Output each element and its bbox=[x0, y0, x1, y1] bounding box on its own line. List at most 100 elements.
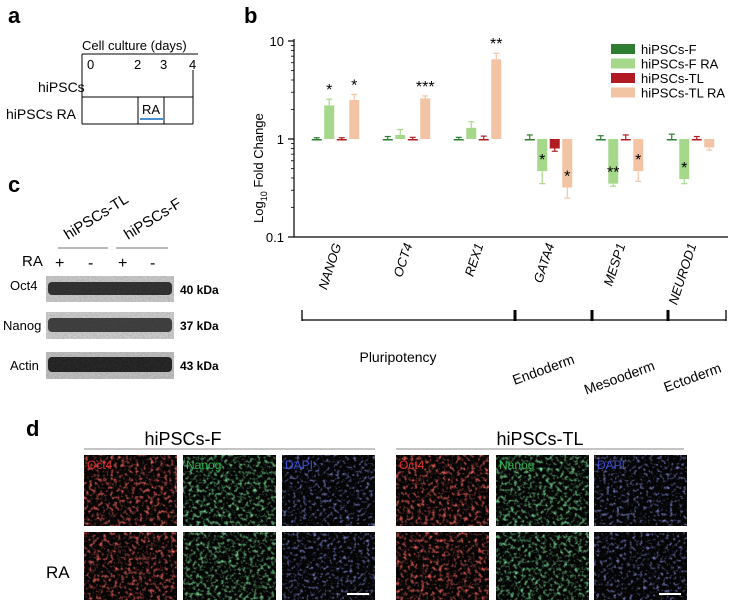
if-image-hipscs-tl-control-nanog-cells bbox=[496, 455, 589, 526]
panel-a-letter: a bbox=[8, 3, 21, 28]
bar-oct4-hipscs-f-ra bbox=[395, 134, 406, 139]
significance-rex1-hipscs-tl-ra: ** bbox=[490, 36, 502, 53]
bar-rex1-hipscs-f bbox=[453, 139, 464, 141]
legend-swatch-hipscs-f-ra bbox=[611, 58, 635, 69]
if-image-grid: Oct4 Nanog DAPI Oct4 Nanog DAPI bbox=[84, 455, 687, 600]
bar-mesp1-hipscs-tl bbox=[620, 139, 631, 141]
blot-texture-oct4 bbox=[46, 276, 174, 302]
if-image-hipscs-tl-ra-oct4-cells bbox=[396, 532, 489, 600]
significance-mesp1-hipscs-f-ra: ** bbox=[607, 165, 619, 182]
y-tick-label-2: 10 bbox=[270, 34, 284, 49]
x-tick-label-oct4: OCT4 bbox=[390, 241, 415, 279]
if-group-f-title: hiPSCs-F bbox=[144, 429, 221, 449]
if-image-hipscs-f-ra-oct4-cells bbox=[84, 532, 177, 600]
bar-mesp1-hipscs-tl-ra bbox=[633, 139, 644, 172]
bar-neurod1-hipscs-f bbox=[666, 139, 677, 141]
day-3-label: 3 bbox=[160, 57, 167, 72]
significance-gata4-hipscs-tl-ra: * bbox=[564, 168, 570, 185]
blot-ra-sign-4: - bbox=[150, 255, 155, 272]
blot-band-actin-kda: 43 kDa bbox=[180, 359, 219, 373]
bar-neurod1-hipscs-tl bbox=[691, 139, 702, 141]
legend-swatch-hipscs-tl bbox=[611, 73, 635, 83]
bar-neurod1-hipscs-f-ra bbox=[679, 139, 690, 180]
legend-swatch-hipscs-tl-ra bbox=[611, 87, 635, 98]
if-channel-label-hipscs-tl-oct4: Oct4 bbox=[399, 458, 425, 472]
bar-nanog-hipscs-f bbox=[311, 139, 322, 141]
bar-gata4-hipscs-tl-ra bbox=[562, 139, 573, 188]
day-4-label: 4 bbox=[189, 57, 196, 72]
legend-label-hipscs-f: hiPSCs-F bbox=[641, 42, 697, 57]
if-image-hipscs-f-control-dapi-cells bbox=[282, 455, 375, 526]
bar-oct4-hipscs-f bbox=[382, 139, 393, 141]
panel-d-letter: d bbox=[26, 416, 39, 441]
blot-header-tl: hiPSCs-TL bbox=[61, 191, 132, 244]
if-image-hipscs-f-ra-dapi-cells bbox=[282, 532, 375, 600]
panel-b: b Log10 Fold Change 0.1 1 10 NANOG OCT4 REX1 G… bbox=[244, 3, 728, 397]
if-image-hipscs-f-ra-nanog-cells bbox=[183, 532, 276, 600]
panel-c-letter: c bbox=[8, 172, 20, 197]
if-channel-label-hipscs-f-nanog: Nanog bbox=[186, 458, 221, 472]
row-hipscs-ra-label: hiPSCs RA bbox=[6, 106, 77, 122]
ra-treatment-label: RA bbox=[142, 102, 160, 117]
significance-gata4-hipscs-f-ra: * bbox=[539, 152, 545, 169]
gene-group-brackets: Pluripotency Endoderm Mesooderm Ectoderm bbox=[301, 310, 727, 397]
if-channel-label-hipscs-tl-nanog: Nanog bbox=[499, 458, 534, 472]
bar-oct4-hipscs-tl-ra bbox=[420, 98, 431, 139]
legend-label-hipscs-f-ra: hiPSCs-F RA bbox=[641, 57, 719, 72]
panel-d: d hiPSCs-F hiPSCs-TL RA Oct4 Nanog DAPI Oct… bbox=[26, 416, 687, 600]
significance-mesp1-hipscs-tl-ra: * bbox=[635, 152, 641, 169]
blot-ra-sign-2: - bbox=[88, 255, 93, 272]
bar-nanog-hipscs-tl-ra bbox=[349, 100, 360, 139]
significance-neurod1-hipscs-f-ra: * bbox=[681, 160, 687, 177]
bar-gata4-hipscs-f bbox=[524, 139, 535, 141]
group-label-pluripotency: Pluripotency bbox=[359, 349, 436, 365]
x-tick-label-neurod1: NEUROD1 bbox=[665, 241, 699, 306]
bar-nanog-hipscs-f-ra bbox=[324, 105, 335, 139]
if-image-hipscs-f-control-oct4-cells bbox=[84, 455, 177, 526]
bar-oct4-hipscs-tl bbox=[407, 139, 418, 141]
if-ra-row-label: RA bbox=[46, 563, 70, 582]
y-tick-label-1: 1 bbox=[277, 132, 284, 147]
bar-rex1-hipscs-tl bbox=[478, 139, 489, 141]
timeline-header: Cell culture (days) bbox=[82, 38, 187, 53]
x-tick-label-rex1: REX1 bbox=[462, 241, 487, 278]
bar-neurod1-hipscs-tl-ra bbox=[704, 139, 715, 148]
group-label-mesooderm: Mesooderm bbox=[582, 357, 657, 397]
if-channel-label-hipscs-f-dapi: DAPI bbox=[285, 458, 313, 472]
if-group-tl-title: hiPSCs-TL bbox=[496, 429, 583, 449]
blot-band-actin-label: Actin bbox=[10, 358, 39, 373]
blot-band-nanog-kda: 37 kDa bbox=[180, 319, 219, 333]
if-image-hipscs-tl-ra-dapi-cells bbox=[594, 532, 687, 600]
significance-oct4-hipscs-tl-ra: *** bbox=[416, 79, 435, 96]
x-tick-label-mesp1: MESP1 bbox=[600, 241, 628, 288]
if-image-hipscs-tl-control-oct4-cells bbox=[396, 455, 489, 526]
panel-b-letter: b bbox=[244, 3, 257, 28]
blot-ra-label: RA bbox=[22, 253, 43, 270]
panel-c: c hiPSCs-TL hiPSCs-F RA + - + - Oct4 40 … bbox=[3, 172, 219, 379]
if-channel-label-hipscs-f-oct4: Oct4 bbox=[87, 458, 113, 472]
bar-mesp1-hipscs-f-ra bbox=[608, 139, 619, 184]
blot-ra-sign-1: + bbox=[55, 255, 64, 272]
bar-mesp1-hipscs-f bbox=[595, 139, 606, 141]
group-label-ectoderm: Ectoderm bbox=[661, 360, 723, 396]
panel-a: a Cell culture (days) 0 2 3 4 hiPSCs hiP… bbox=[6, 3, 198, 125]
bar-rex1-hipscs-tl-ra bbox=[491, 59, 502, 140]
row-hipscs-label: hiPSCs bbox=[38, 79, 85, 95]
y-axis-label: Log10 Fold Change bbox=[251, 113, 269, 223]
if-channel-label-hipscs-tl-dapi: DAPI bbox=[597, 458, 625, 472]
bar-gata4-hipscs-tl bbox=[549, 139, 560, 149]
group-label-endoderm: Endoderm bbox=[510, 351, 576, 388]
legend-label-hipscs-tl-ra: hiPSCs-TL RA bbox=[641, 86, 725, 101]
blot-band-oct4-kda: 40 kDa bbox=[180, 283, 219, 297]
if-image-hipscs-tl-control-dapi-cells bbox=[594, 455, 687, 526]
if-image-hipscs-tl-ra-nanog-cells bbox=[496, 532, 589, 600]
bar-nanog-hipscs-tl bbox=[336, 139, 347, 141]
legend-swatch-hipscs-f bbox=[611, 44, 635, 54]
blot-ra-sign-3: + bbox=[118, 255, 127, 272]
legend-label-hipscs-tl: hiPSCs-TL bbox=[641, 71, 704, 86]
day-0-label: 0 bbox=[87, 57, 94, 72]
significance-nanog-hipscs-tl-ra: * bbox=[351, 77, 357, 94]
blot-texture-actin bbox=[46, 352, 174, 379]
